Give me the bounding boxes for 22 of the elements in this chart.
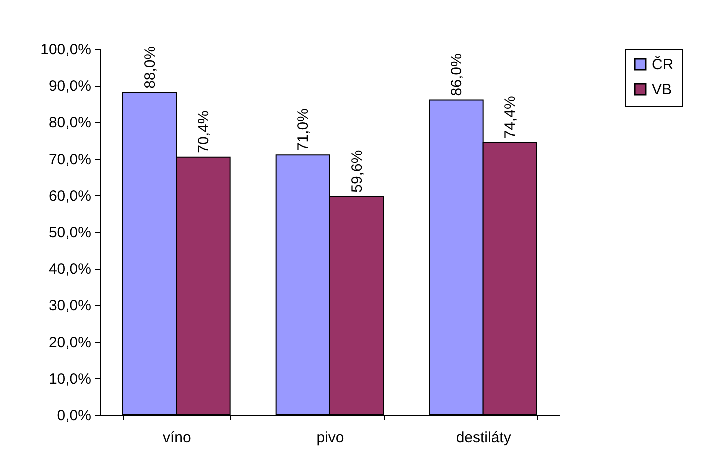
y-tick-label: 0,0% [57, 408, 92, 424]
y-tick-label: 80,0% [48, 114, 92, 132]
y-tick-label: 50,0% [48, 224, 92, 242]
x-tick-label: destiláty [456, 430, 512, 446]
data-label: 86,0% [448, 54, 466, 96]
data-label: 74,4% [502, 96, 520, 139]
data-label: 88,0% [142, 46, 159, 89]
y-tick-label: 90,0% [48, 78, 92, 96]
y-tick-label: 10,0% [48, 370, 92, 388]
legend-label: VB [652, 82, 672, 98]
y-tick-label: 30,0% [48, 298, 92, 315]
data-label: 70,4% [196, 110, 212, 154]
data-label: 59,6% [348, 150, 366, 193]
data-label: 71,0% [295, 108, 312, 152]
y-tick-label: 70,0% [48, 151, 92, 168]
legend-label: ČR [652, 56, 674, 74]
y-tick-label: 20,0% [48, 334, 92, 352]
x-tick-label: víno [162, 430, 192, 446]
y-tick-label: 40,0% [48, 261, 92, 278]
x-tick-label: pivo [316, 430, 344, 446]
y-tick-label: 100,0% [40, 42, 92, 58]
y-tick-label: 60,0% [48, 188, 92, 205]
